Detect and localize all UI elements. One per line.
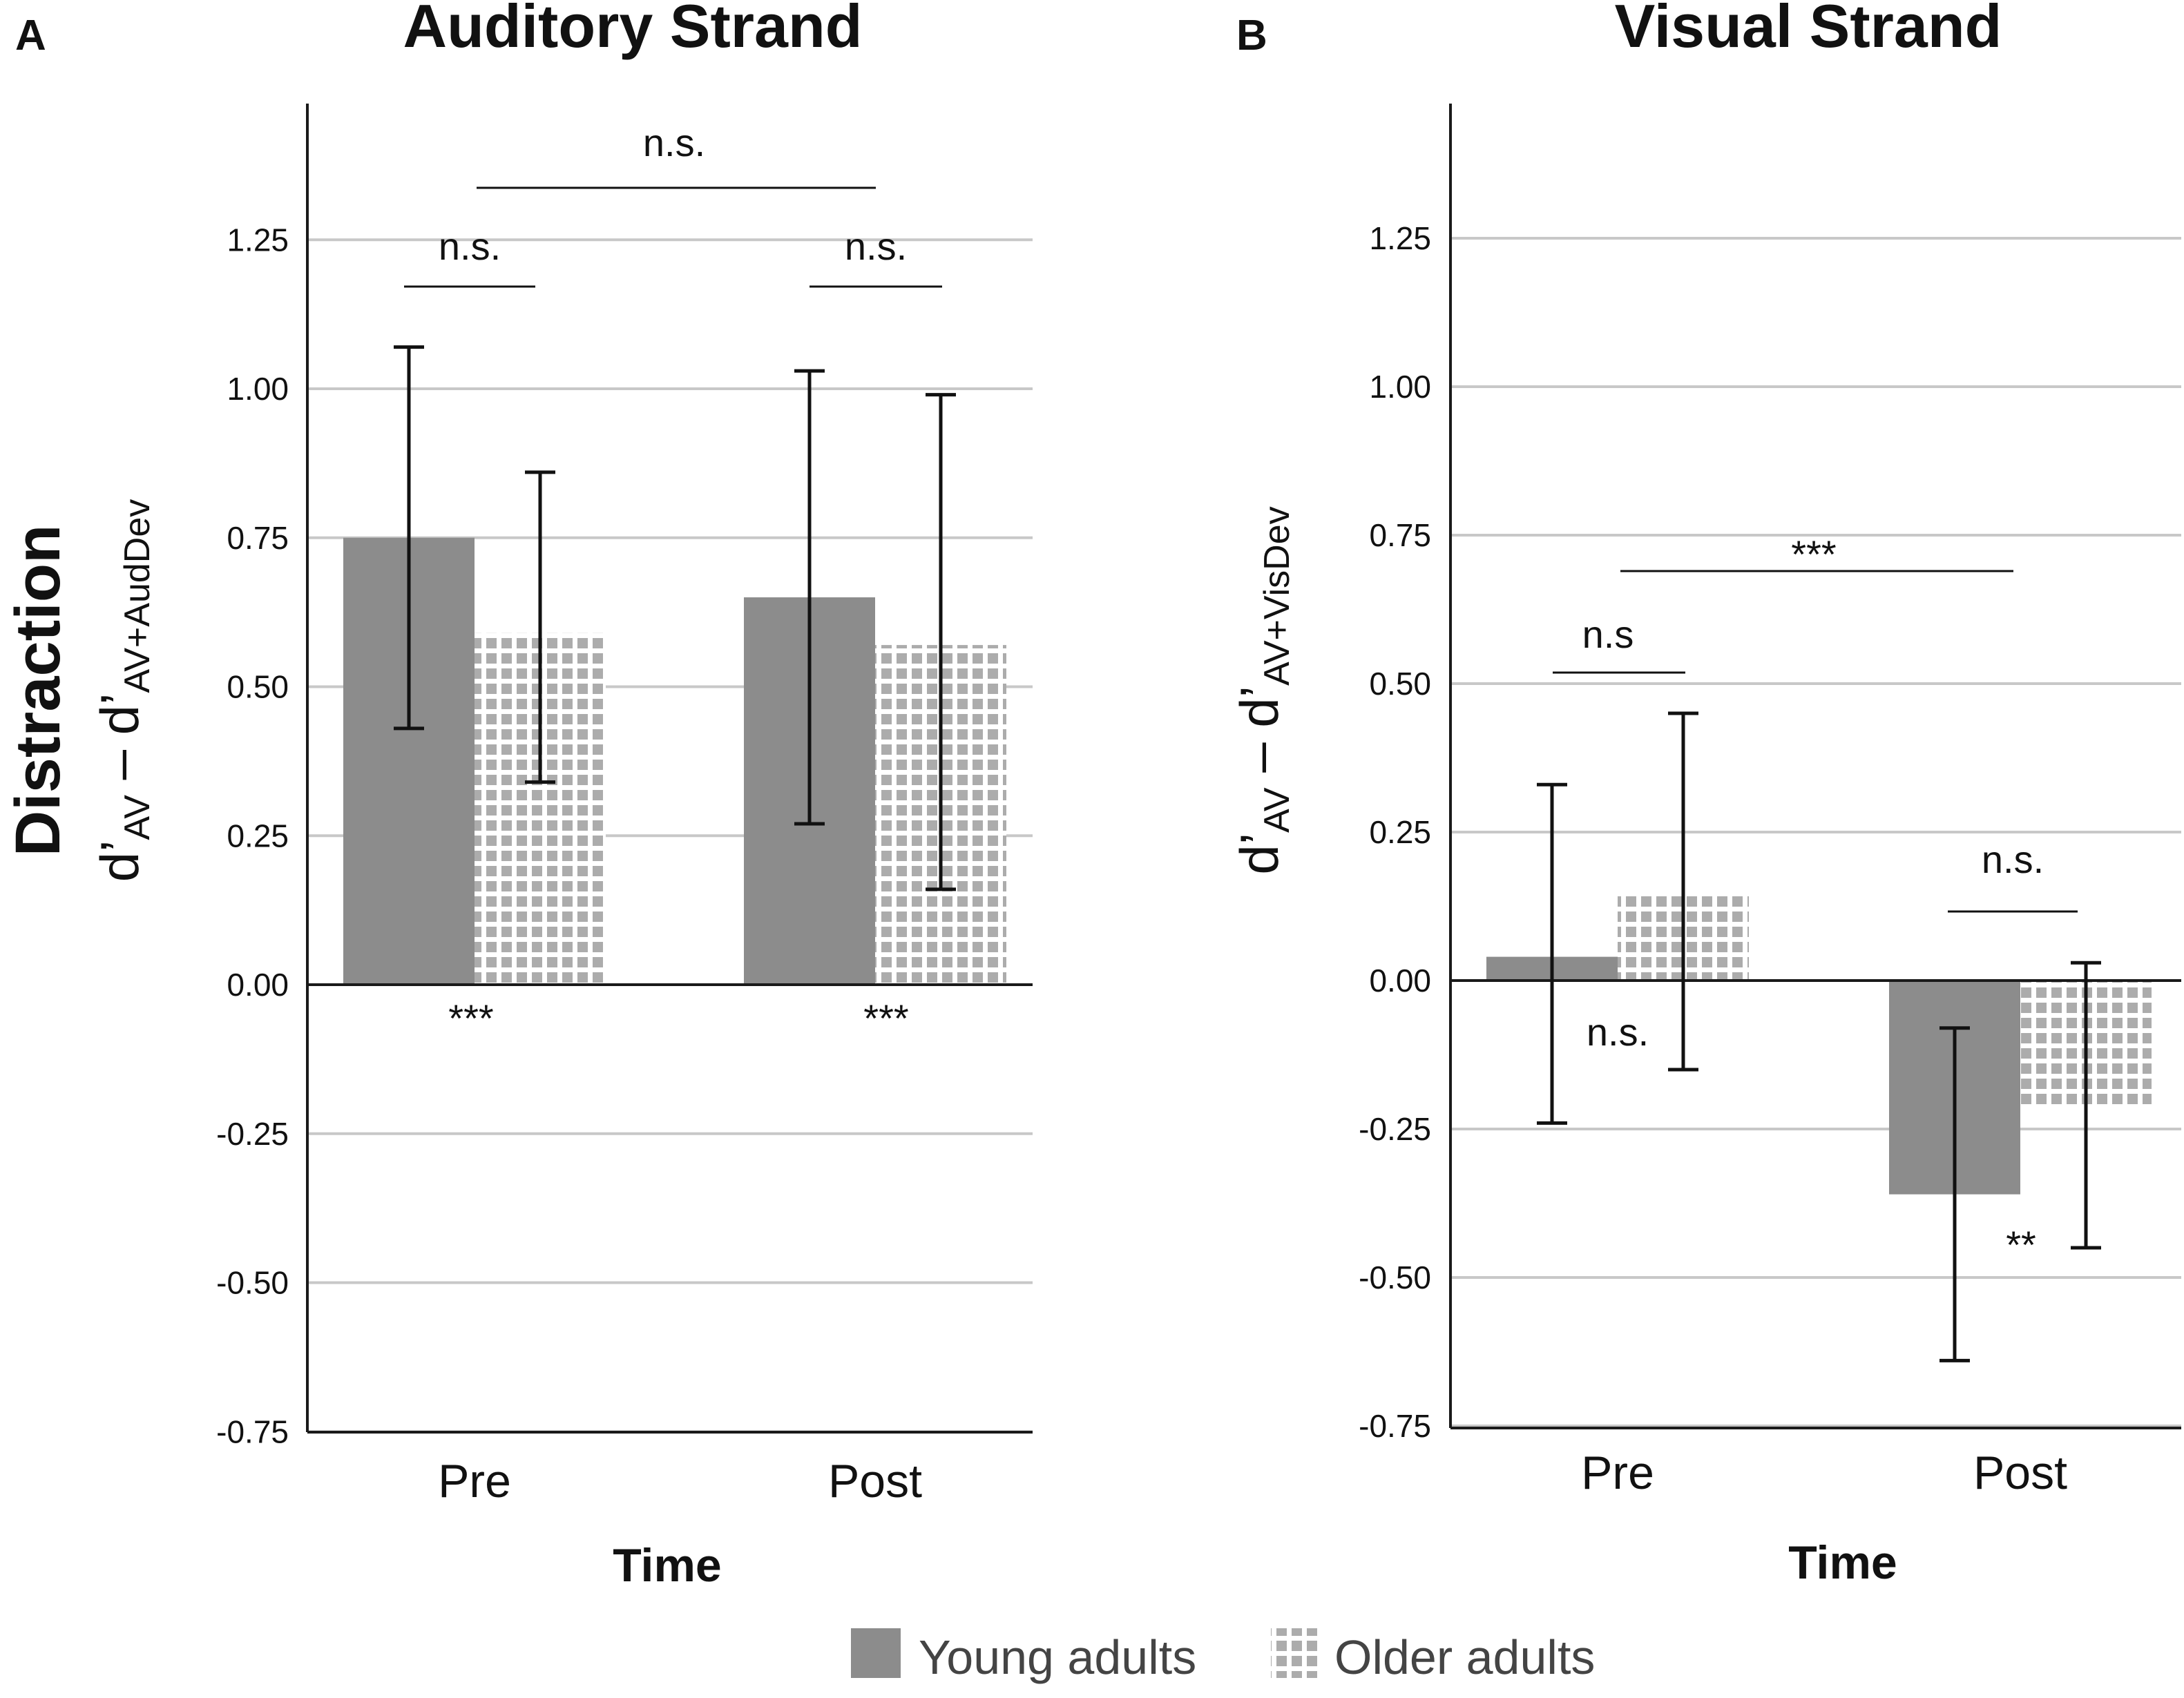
panel-a-xlabel: Time [613, 1539, 721, 1592]
legend-swatch-older [1271, 1628, 1321, 1678]
panel-a-ytick-label: -0.25 [216, 1116, 289, 1152]
panel-a-sig-post-zero: *** [863, 996, 908, 1040]
legend-swatch-young [851, 1628, 901, 1678]
panel-b-ytick-label: 1.25 [1369, 220, 1431, 256]
panel-a-letter: A [15, 12, 46, 59]
panel-a-ytick-label: 0.50 [227, 669, 289, 705]
panel-b-sig-pre-post: *** [1791, 532, 1836, 576]
panel-a-plot: 1.25 1.00 0.75 0.50 0.25 0.00 -0.25 -0.50 -0.75 P… [216, 104, 1033, 1507]
legend-label-older: Older adults [1334, 1630, 1595, 1684]
panel-b-xlabel: Time [1788, 1536, 1897, 1589]
panel-b-ytick-label: 1.00 [1369, 369, 1431, 405]
panel-a: A Auditory Strand 1.25 1.00 0.75 0.50 0.25 0.… [3, 0, 1033, 1592]
panel-b-ylabel-formula: d’AV – d’AV+VisDev [1229, 506, 1297, 874]
panel-b-plot: 1.25 1.00 0.75 0.50 0.25 0.00 -0.25 -0.50 -0.75 P… [1359, 104, 2181, 1499]
panel-a-ytick-label: 1.25 [227, 222, 289, 258]
panel-a-ytick-label: -0.50 [216, 1265, 289, 1301]
panel-b-ytick-label: 0.00 [1369, 963, 1431, 998]
panel-a-ytick-label: 0.25 [227, 818, 289, 853]
panel-b-ytick-label: -0.25 [1359, 1111, 1431, 1147]
panel-b-category-label: Post [1973, 1447, 2067, 1499]
panel-b-letter: B [1236, 12, 1267, 59]
panel-a-category-label: Post [828, 1455, 922, 1507]
panel-a-sig-pre-zero: *** [448, 996, 493, 1040]
panel-b: B Visual Strand 1.25 1.00 0.75 0.50 0.25 0.00… [1229, 0, 2181, 1589]
panel-b-category-label: Pre [1581, 1447, 1654, 1499]
panel-a-ylabel: Distraction [3, 525, 73, 857]
panel-b-ytick-label: 0.50 [1369, 666, 1431, 702]
panel-b-ytick-label: -0.50 [1359, 1260, 1431, 1295]
legend-label-young: Young adults [919, 1630, 1196, 1684]
panel-b-title: Visual Strand [1615, 0, 2002, 60]
panel-b-ytick-label: -0.75 [1359, 1408, 1431, 1444]
panel-a-title: Auditory Strand [403, 0, 863, 60]
panel-a-sig-post-groups: n.s. [845, 224, 907, 268]
panel-b-ytick-label: 0.25 [1369, 814, 1431, 850]
panel-a-ytick-label: 1.00 [227, 371, 289, 407]
panel-b-ytick-label: 0.75 [1369, 517, 1431, 553]
panel-b-sig-post-zero: ** [2006, 1223, 2036, 1266]
panel-a-sig-pre-post: n.s. [643, 121, 705, 164]
panel-a-ytick-label: 0.00 [227, 967, 289, 1003]
legend: Young adults Older adults [851, 1628, 1595, 1684]
panel-a-ytick-label: 0.75 [227, 520, 289, 556]
panel-a-ytick-label: -0.75 [216, 1414, 289, 1449]
panel-a-category-label: Pre [438, 1455, 511, 1507]
panel-b-sig-pre-groups: n.s [1582, 612, 1634, 656]
panel-b-sig-post-groups: n.s. [1982, 838, 2044, 881]
panel-a-ylabel-formula: d’AV – d’AV+AudDev [89, 499, 157, 882]
panel-a-sig-pre-groups: n.s. [439, 224, 501, 268]
panel-b-sig-pre-zero: n.s. [1587, 1010, 1649, 1054]
